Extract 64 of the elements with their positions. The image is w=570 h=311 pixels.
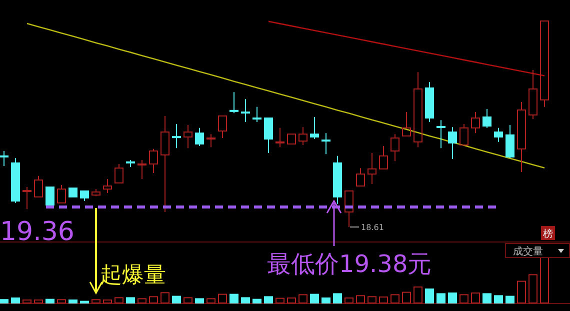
candlestick [160, 115, 170, 212]
bar [322, 297, 330, 304]
bar [436, 293, 446, 304]
text: 榜 [543, 228, 553, 240]
bar [160, 292, 170, 304]
bar [252, 298, 262, 304]
bar [298, 294, 308, 304]
bar [22, 300, 32, 304]
bar [206, 298, 216, 304]
bar [402, 292, 411, 304]
bar [414, 286, 422, 304]
bar [368, 296, 376, 304]
bar [528, 274, 538, 304]
bar [287, 297, 296, 304]
bar [506, 296, 514, 304]
candlestick [322, 132, 330, 155]
bar [126, 297, 135, 304]
bar [138, 298, 146, 304]
bar [184, 297, 192, 304]
candlestick [517, 101, 526, 172]
annotation: 18.61 [361, 223, 384, 232]
bar [114, 297, 124, 304]
candlestick [448, 126, 457, 160]
bar [46, 298, 54, 304]
bar [11, 297, 20, 304]
bar [310, 294, 319, 304]
bar [448, 292, 457, 304]
bar [460, 294, 468, 304]
candlestick [241, 98, 250, 122]
candlestick [333, 155, 342, 204]
bar [264, 296, 273, 304]
bar [356, 295, 365, 304]
bar [276, 298, 284, 304]
bar [0, 299, 8, 304]
bar [379, 296, 388, 304]
bar [149, 296, 158, 304]
bar [494, 295, 503, 304]
bar [103, 300, 112, 304]
chart-title: 成交量 [513, 246, 543, 258]
annotation: 最低价19.38元 [267, 250, 432, 278]
bar [471, 292, 480, 304]
bar [241, 297, 250, 304]
bar [230, 294, 238, 304]
bar [195, 298, 204, 304]
bar [92, 299, 100, 304]
bar [172, 296, 181, 304]
candlestick [172, 124, 181, 149]
bar [344, 297, 354, 304]
annotation: 19.36 [0, 217, 74, 247]
bar [57, 299, 66, 304]
candlestick [184, 124, 192, 149]
candlestick [368, 152, 376, 184]
bar [482, 293, 492, 304]
bar [68, 300, 78, 304]
candlestick [0, 150, 8, 167]
bar [333, 293, 342, 304]
bar [425, 288, 434, 304]
bar [540, 256, 549, 304]
bar [218, 294, 227, 304]
bar [34, 300, 43, 304]
bar [390, 294, 400, 304]
candlestick [436, 120, 446, 149]
annotation: 起爆量 [100, 263, 166, 288]
bar [517, 280, 526, 304]
